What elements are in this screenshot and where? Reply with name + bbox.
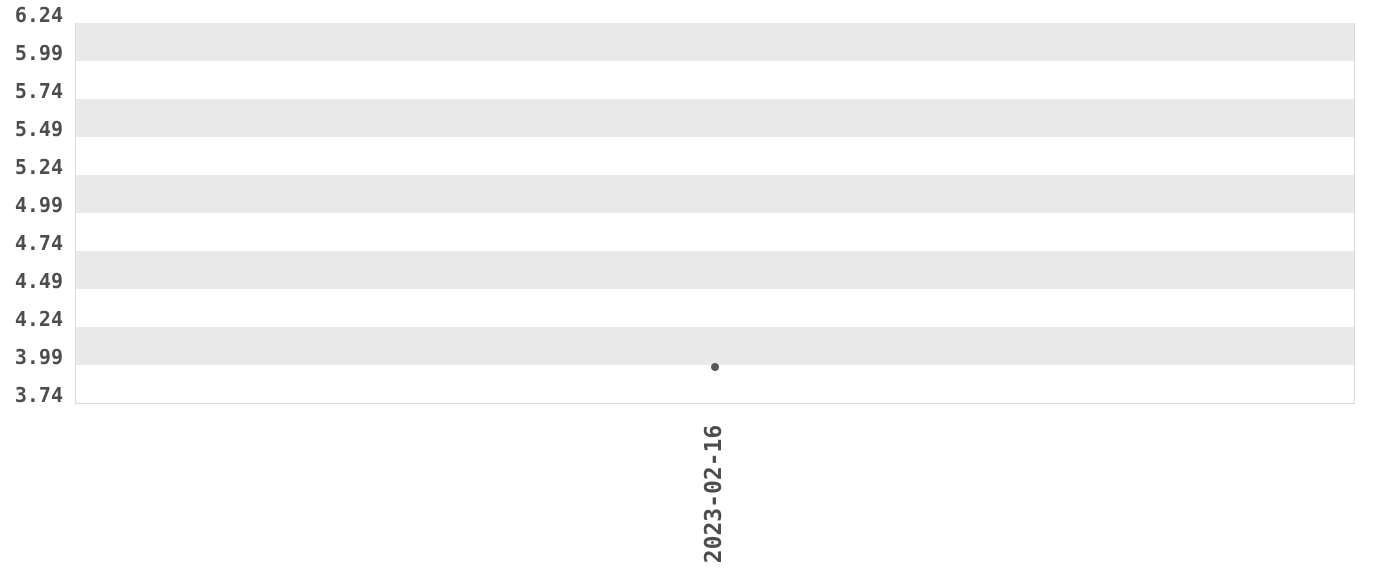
y-axis-tick-label: 5.99 xyxy=(14,41,63,65)
y-axis-tick-label: 4.24 xyxy=(14,307,63,331)
y-axis-tick-label: 4.74 xyxy=(14,231,63,255)
x-axis: 2023-02-16 xyxy=(75,403,1353,580)
y-axis-tick-label: 5.49 xyxy=(14,117,63,141)
x-axis-tick-label: 2023-02-16 xyxy=(701,424,727,564)
y-axis-tick-label: 6.24 xyxy=(14,3,63,27)
y-axis-tick-label: 3.74 xyxy=(14,383,63,407)
plot-area xyxy=(75,23,1355,404)
y-axis-tick-label: 3.99 xyxy=(14,345,63,369)
y-axis-tick-label: 5.74 xyxy=(14,79,63,103)
y-axis-tick-label: 4.49 xyxy=(14,269,63,293)
data-point[interactable] xyxy=(711,362,719,371)
y-axis: 6.24 5.99 5.74 5.49 5.24 4.99 4.74 4.49 … xyxy=(0,0,63,580)
y-axis-tick-label: 4.99 xyxy=(14,193,63,217)
y-axis-tick-label: 5.24 xyxy=(14,155,63,179)
